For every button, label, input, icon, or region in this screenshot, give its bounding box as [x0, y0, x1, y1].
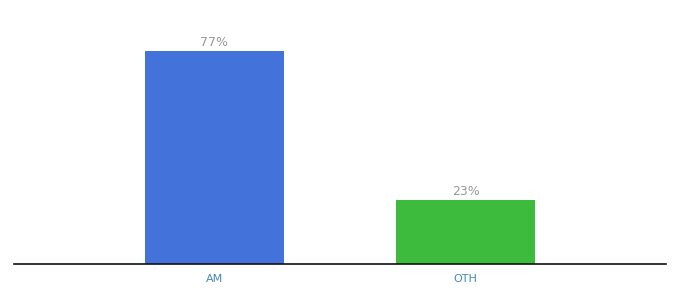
Bar	[146, 51, 284, 264]
Text: 77%: 77%	[201, 36, 228, 49]
Text: 23%: 23%	[452, 185, 479, 198]
Bar	[396, 200, 534, 264]
